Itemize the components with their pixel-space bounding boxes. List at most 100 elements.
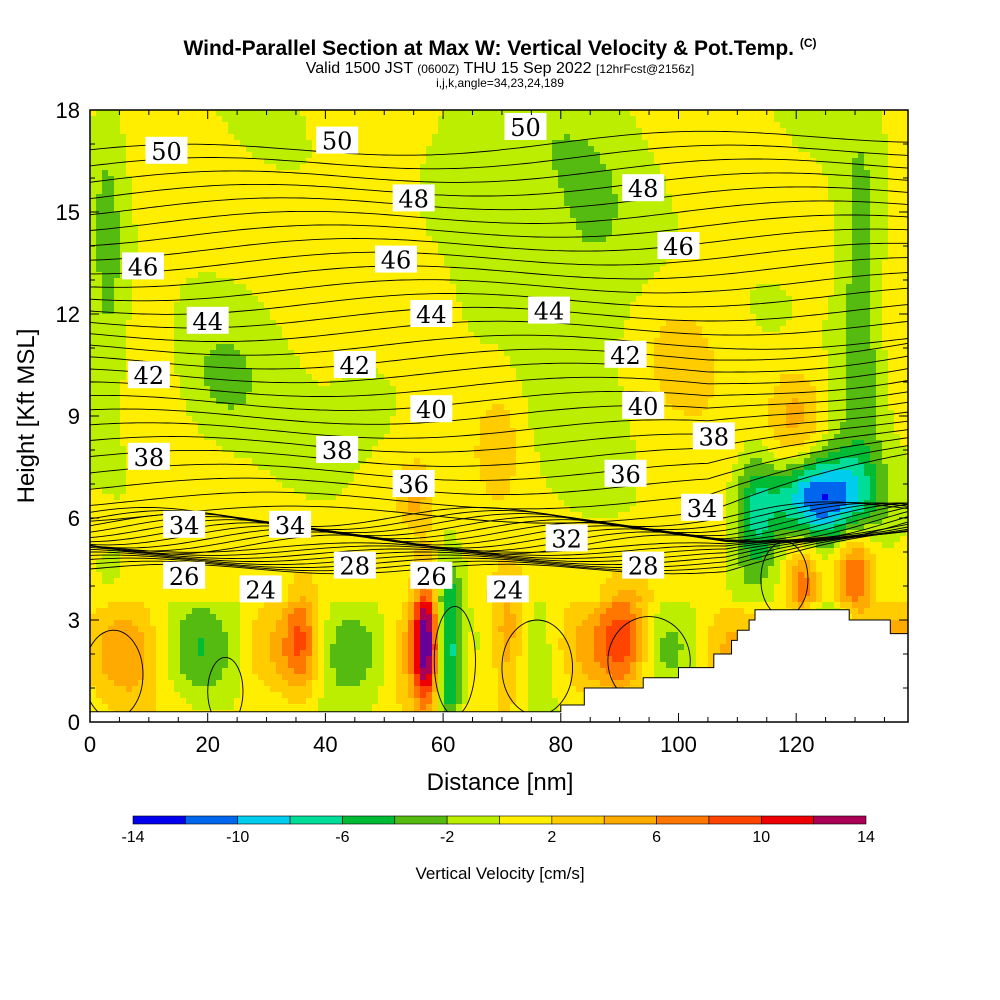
theta-label-text: 24 (245, 576, 276, 604)
x-tick-label: 40 (313, 732, 337, 757)
grid-params: i,j,k,angle=34,23,24,189 (436, 76, 564, 90)
theta-label: 24 (239, 575, 282, 604)
theta-contour (90, 172, 908, 200)
theta-label: 50 (316, 126, 359, 156)
theta-label: 42 (127, 361, 170, 390)
colorbar-swatch (342, 815, 396, 825)
theta-contour (207, 656, 244, 722)
theta-contour (90, 257, 908, 288)
y-axis-label: Height [Kft MSL] (13, 329, 40, 504)
colorbar-swatch (760, 815, 814, 825)
theta-contour (90, 320, 908, 343)
y-tick-label: 9 (68, 404, 80, 429)
theta-contour (90, 186, 908, 216)
theta-label-text: 40 (628, 393, 659, 421)
colorbar-swatch (289, 815, 343, 825)
theta-label: 50 (145, 136, 188, 166)
colorbar-swatch (708, 815, 762, 825)
theta-label-text: 40 (416, 396, 447, 424)
theta-label-text: 46 (663, 233, 694, 261)
theta-label-text: 48 (398, 185, 429, 213)
theta-contour (90, 242, 908, 275)
theta-label: 44 (186, 306, 229, 336)
colorbar-tick-label: -10 (226, 829, 250, 846)
theta-label-text: 28 (340, 553, 371, 581)
chart-title: Wind-Parallel Section at Max W: Vertical… (183, 36, 817, 60)
theta-contour (90, 411, 908, 453)
theta-contour (90, 368, 908, 397)
y-tick-label: 18 (56, 98, 80, 123)
theta-label: 36 (392, 470, 435, 499)
theta-contour (90, 158, 908, 183)
valid-utc: (0600Z) (417, 62, 460, 76)
colorbar-swatch (551, 815, 605, 825)
theta-contour (90, 380, 908, 411)
theta-label: 44 (528, 296, 571, 326)
theta-label-text: 24 (493, 576, 524, 604)
theta-contour (90, 401, 908, 439)
theta-label-text: 44 (534, 298, 565, 326)
colorbar-tick-label: 10 (752, 829, 771, 846)
theta-contour (90, 516, 908, 552)
theta-label: 24 (486, 575, 529, 604)
theta-label-text: 32 (551, 525, 582, 553)
theta-label: 46 (121, 252, 164, 281)
theta-label-text: 42 (340, 352, 371, 380)
theta-label: 42 (604, 340, 647, 370)
theta-contour (90, 502, 908, 537)
theta-label: 38 (127, 442, 170, 472)
colorbar-swatch (603, 815, 657, 825)
colorbar-swatch (656, 815, 710, 825)
theta-label-text: 36 (610, 461, 641, 489)
y-tick-label: 15 (56, 200, 80, 225)
theta-label-text: 42 (134, 362, 165, 390)
colorbar-swatch (394, 815, 448, 825)
y-tick-label: 0 (68, 710, 80, 735)
theta-label-text: 26 (169, 563, 200, 591)
theta-contour (90, 200, 908, 231)
theta-contour (90, 355, 908, 384)
theta-label-text: 28 (628, 553, 659, 581)
theta-label: 26 (410, 561, 453, 591)
theta-label: 38 (316, 436, 359, 465)
theta-label-text: 34 (687, 495, 718, 523)
theta-contour (90, 504, 908, 543)
x-axis-label: Distance [nm] (427, 769, 574, 796)
theta-label-text: 38 (322, 437, 353, 465)
theta-label: 38 (692, 422, 735, 451)
theta-contour (90, 334, 908, 356)
y-tick-label: 6 (68, 506, 80, 531)
theta-label-text: 44 (416, 301, 447, 329)
theta-label: 28 (622, 551, 665, 581)
x-tick-label: 60 (431, 732, 455, 757)
terrain (90, 609, 908, 722)
theta-contour (90, 530, 908, 562)
theta-label-text: 34 (169, 512, 200, 540)
theta-label-text: 46 (128, 253, 159, 281)
theta-contour (90, 502, 908, 531)
colorbar-swatch (237, 815, 291, 825)
theta-contour (90, 144, 908, 170)
theta-label-text: 42 (610, 342, 641, 370)
theta-label: 34 (681, 493, 724, 523)
theta-label-text: 50 (151, 138, 182, 166)
theta-label: 34 (163, 510, 206, 540)
y-tick-label: 12 (56, 302, 80, 327)
theta-label: 40 (410, 395, 453, 424)
theta-label: 26 (163, 561, 206, 591)
theta-contour (90, 420, 908, 467)
theta-label-text: 48 (628, 175, 659, 203)
x-tick-label: 20 (195, 732, 219, 757)
colorbar-swatch (446, 815, 500, 825)
theta-label-text: 50 (322, 128, 353, 156)
x-tick-label: 80 (549, 732, 573, 757)
theta-contour (90, 530, 908, 572)
theta-label: 42 (333, 351, 376, 380)
theta-label-text: 50 (510, 114, 541, 142)
theta-contour (90, 272, 908, 302)
theta-contour (90, 130, 908, 156)
theta-label-text: 46 (381, 247, 412, 275)
colorbar-tick-label: -6 (335, 829, 350, 846)
theta-label: 40 (622, 391, 665, 421)
